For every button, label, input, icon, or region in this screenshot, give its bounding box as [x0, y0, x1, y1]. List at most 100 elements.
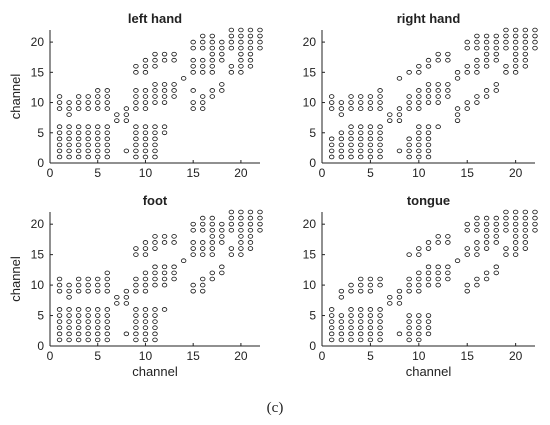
data-point — [377, 282, 383, 288]
data-point — [512, 57, 519, 63]
data-point — [425, 270, 432, 276]
data-point — [152, 240, 158, 245]
x-tick-label: 5 — [367, 166, 374, 180]
data-point — [75, 148, 82, 154]
data-point — [152, 154, 158, 160]
data-point — [435, 276, 441, 282]
data-point — [425, 319, 432, 324]
x-tick-label: 15 — [461, 349, 475, 363]
data-point — [123, 148, 130, 154]
data-point — [464, 282, 470, 288]
data-point — [152, 307, 158, 312]
data-point — [85, 142, 91, 148]
data-point — [454, 112, 461, 117]
data-point — [161, 270, 168, 276]
data-point — [474, 276, 480, 282]
data-point — [104, 276, 110, 282]
data-point — [142, 94, 149, 99]
data-point — [95, 142, 101, 148]
data-point — [104, 106, 110, 111]
data-point — [238, 63, 244, 69]
data-point — [66, 313, 72, 318]
data-point — [416, 276, 422, 282]
data-point — [104, 307, 110, 312]
data-point — [56, 94, 63, 99]
data-point — [190, 288, 196, 294]
data-point — [483, 227, 490, 233]
data-point — [338, 106, 345, 111]
data-point — [358, 331, 364, 337]
data-point — [56, 124, 63, 130]
data-point — [532, 221, 538, 227]
data-point — [406, 142, 412, 148]
data-point — [454, 70, 461, 75]
data-point — [142, 124, 149, 130]
data-point — [161, 82, 168, 87]
y-tick-label: 20 — [303, 35, 317, 49]
data-point — [133, 276, 139, 282]
data-point — [152, 63, 158, 69]
data-point — [377, 142, 383, 148]
data-point — [66, 325, 72, 331]
data-point — [123, 288, 130, 294]
data-point — [435, 234, 441, 239]
data-point — [66, 319, 72, 324]
data-point — [142, 142, 149, 148]
data-point — [358, 276, 364, 282]
data-point — [85, 136, 91, 142]
data-point — [95, 319, 101, 324]
data-point — [209, 94, 215, 99]
data-point — [152, 282, 158, 288]
data-point — [396, 331, 403, 337]
data-point — [238, 27, 244, 33]
data-point — [161, 282, 168, 288]
x-tick-label: 15 — [187, 166, 201, 180]
data-point — [503, 27, 509, 33]
data-point — [396, 148, 403, 154]
data-point — [425, 142, 432, 148]
data-point — [377, 313, 383, 318]
data-point — [464, 100, 470, 105]
data-point — [474, 246, 480, 251]
data-point — [161, 307, 168, 312]
data-point — [75, 288, 82, 294]
data-point — [133, 288, 139, 294]
x-axis-label: channel — [132, 364, 178, 379]
data-point — [503, 227, 509, 233]
data-point — [328, 136, 335, 142]
data-point — [219, 234, 225, 239]
x-tick-label: 0 — [47, 349, 54, 363]
data-point — [104, 136, 110, 142]
data-point — [247, 240, 254, 245]
data-point — [56, 282, 63, 288]
data-point — [104, 94, 110, 99]
data-point — [406, 148, 412, 154]
y-tick-label: 20 — [31, 35, 45, 49]
data-point — [171, 57, 177, 63]
data-point — [338, 112, 345, 117]
data-point — [406, 319, 412, 324]
data-point — [425, 276, 432, 282]
data-point — [358, 148, 364, 154]
data-point — [152, 313, 158, 318]
data-point — [377, 337, 383, 343]
data-point — [377, 136, 383, 142]
data-point — [396, 294, 403, 300]
data-point — [493, 227, 499, 233]
x-tick-label: 15 — [461, 166, 475, 180]
data-point — [416, 313, 422, 318]
x-tick-label: 10 — [139, 166, 153, 180]
data-point — [247, 215, 254, 221]
data-point — [133, 94, 139, 99]
data-point — [238, 252, 244, 257]
data-point — [95, 307, 101, 312]
data-point — [338, 136, 345, 142]
data-point — [377, 130, 383, 136]
data-point — [512, 227, 519, 233]
data-point — [56, 337, 63, 343]
data-point — [171, 94, 177, 99]
data-point — [238, 209, 244, 215]
data-point — [228, 209, 235, 215]
data-point — [474, 221, 480, 227]
data-point — [454, 106, 461, 111]
